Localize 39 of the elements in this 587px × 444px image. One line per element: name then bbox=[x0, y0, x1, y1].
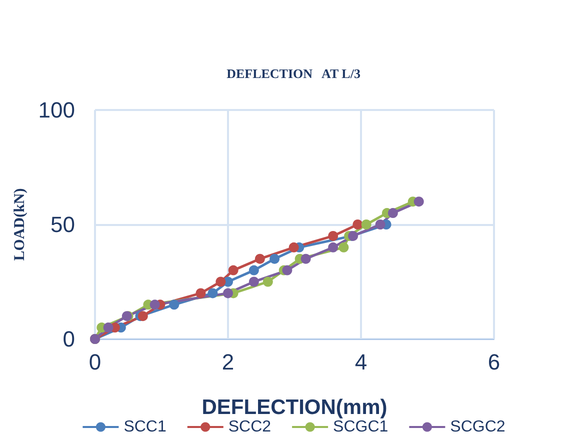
y-tick-label: 0 bbox=[62, 326, 75, 352]
point bbox=[338, 242, 349, 252]
chart-title: DEFLECTION AT L/3 bbox=[226, 66, 361, 81]
legend-label: SCGC2 bbox=[450, 418, 506, 436]
point bbox=[270, 254, 280, 264]
point bbox=[169, 300, 180, 310]
x-tick-label: 0 bbox=[88, 350, 102, 374]
point bbox=[150, 300, 160, 310]
point bbox=[288, 242, 299, 252]
point bbox=[361, 220, 372, 230]
point bbox=[328, 242, 338, 252]
x-tick-label: 4 bbox=[354, 350, 368, 374]
point bbox=[388, 208, 398, 218]
point bbox=[223, 288, 233, 298]
point bbox=[228, 265, 238, 276]
y-axis-title: LOAD(kN) bbox=[12, 188, 28, 261]
x-axis-title: DEFLECTION(mm) bbox=[202, 396, 388, 419]
y-tick-label: 100 bbox=[38, 98, 75, 122]
x-tick-label: 2 bbox=[222, 350, 234, 374]
point bbox=[103, 322, 114, 333]
point bbox=[208, 288, 218, 298]
x-tick-label: 6 bbox=[488, 350, 500, 374]
legend-label: SCC2 bbox=[228, 418, 272, 436]
point bbox=[300, 254, 311, 264]
point bbox=[282, 265, 292, 276]
point bbox=[216, 276, 226, 287]
point bbox=[375, 220, 386, 230]
point bbox=[254, 254, 265, 264]
point bbox=[262, 276, 273, 287]
point bbox=[328, 230, 338, 241]
point bbox=[414, 196, 424, 207]
point bbox=[352, 220, 363, 230]
point bbox=[138, 311, 148, 322]
point bbox=[248, 265, 259, 276]
legend-label: SCGC1 bbox=[333, 418, 388, 436]
point bbox=[248, 276, 259, 287]
y-tick-label: 50 bbox=[50, 212, 75, 237]
legend-label: SCC1 bbox=[124, 418, 166, 436]
point bbox=[196, 288, 206, 298]
